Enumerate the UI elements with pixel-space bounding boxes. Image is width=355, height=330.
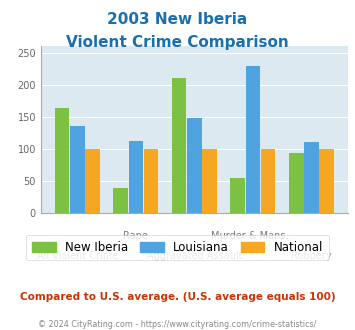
Text: Rape: Rape bbox=[124, 231, 148, 241]
Bar bbox=[261, 149, 275, 213]
Bar bbox=[246, 66, 260, 213]
Bar bbox=[113, 188, 128, 213]
Text: Violent Crime Comparison: Violent Crime Comparison bbox=[66, 35, 289, 50]
Legend: New Iberia, Louisiana, National: New Iberia, Louisiana, National bbox=[26, 235, 329, 260]
Bar bbox=[304, 142, 319, 213]
Bar bbox=[70, 126, 84, 213]
Bar bbox=[319, 149, 334, 213]
Bar bbox=[129, 141, 143, 213]
Bar bbox=[85, 149, 100, 213]
Text: Murder & Mans...: Murder & Mans... bbox=[211, 231, 295, 241]
Text: Compared to U.S. average. (U.S. average equals 100): Compared to U.S. average. (U.S. average … bbox=[20, 292, 335, 302]
Bar bbox=[144, 149, 158, 213]
Text: 2003 New Iberia: 2003 New Iberia bbox=[107, 12, 248, 26]
Bar bbox=[202, 149, 217, 213]
Text: Robbery: Robbery bbox=[291, 251, 332, 261]
Text: © 2024 CityRating.com - https://www.cityrating.com/crime-statistics/: © 2024 CityRating.com - https://www.city… bbox=[38, 320, 317, 329]
Bar bbox=[172, 78, 186, 213]
Text: Aggravated Assault: Aggravated Assault bbox=[147, 251, 242, 261]
Bar bbox=[55, 108, 70, 213]
Text: All Violent Crime: All Violent Crime bbox=[37, 251, 118, 261]
Bar bbox=[187, 118, 202, 213]
Bar bbox=[230, 178, 245, 213]
Bar bbox=[289, 153, 304, 213]
